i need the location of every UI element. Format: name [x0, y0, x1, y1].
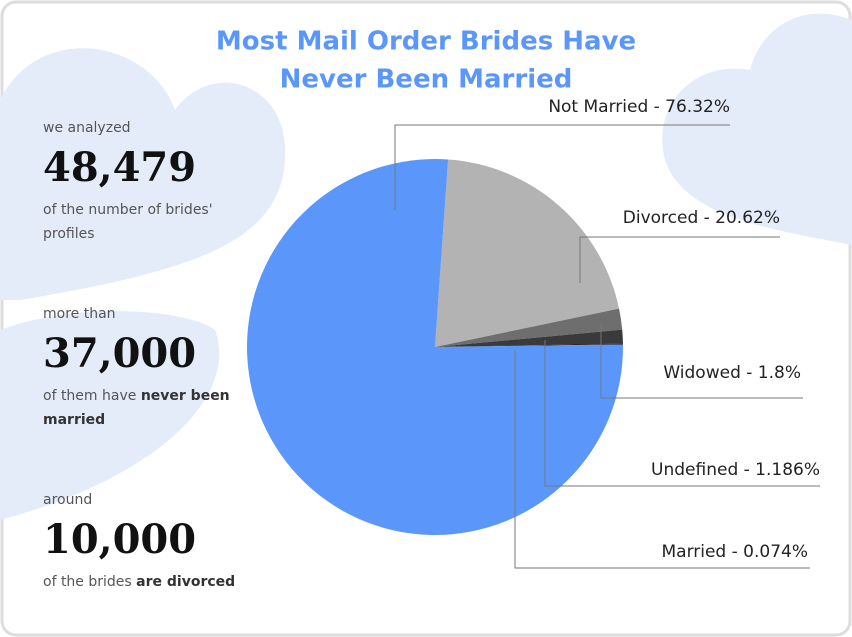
stat-emphasis: never been married [43, 388, 230, 428]
stat-emphasis: are divorced [136, 574, 236, 590]
stat-block: more than 37,000 of them have never been m… [43, 302, 253, 432]
leader-line [579, 236, 780, 283]
stat-desc: of the brides [43, 574, 137, 590]
stat-block: we analyzed 48,479 of the number of brides… [43, 116, 253, 246]
leader-line [394, 124, 730, 210]
pie-slice [435, 159, 620, 347]
stat-text: of the number of brides' profiles [43, 198, 253, 246]
pie-slice [435, 329, 623, 347]
stat-desc: of them have [43, 388, 141, 404]
slice-label: Not Married - 76.32% [548, 97, 730, 117]
stat-text: of the brides are divorced [43, 570, 253, 594]
slice-label: Married - 0.074% [661, 542, 808, 562]
leader-line [544, 340, 820, 487]
heart-bg [0, 48, 286, 300]
stat-number: 48,479 [43, 144, 197, 191]
stat-block: around 10,000 of the brides are divorced [43, 488, 253, 594]
leader-line [514, 350, 810, 569]
slice-label: Widowed - 1.8% [663, 363, 801, 383]
stat-text: of them have never been married [43, 384, 253, 432]
stat-intro: around [43, 492, 93, 508]
stat-number: 10,000 [43, 516, 197, 563]
slice-label: Divorced - 20.62% [623, 208, 780, 228]
pie-slice [247, 159, 623, 536]
slice-label: Undefined - 1.186% [651, 460, 820, 480]
pie-slice [435, 343, 623, 347]
heart-bg [662, 13, 852, 246]
stat-intro: more than [43, 306, 116, 322]
chart-title: Most Mail Order Brides Have [216, 27, 636, 57]
leader-line [600, 323, 803, 399]
stat-desc: of the number of brides' profiles [43, 202, 213, 242]
chart-title: Never Been Married [280, 65, 573, 95]
pie-slice [435, 308, 623, 347]
heart-bg [0, 311, 220, 520]
stat-number: 37,000 [43, 330, 197, 377]
stat-intro: we analyzed [43, 120, 131, 136]
